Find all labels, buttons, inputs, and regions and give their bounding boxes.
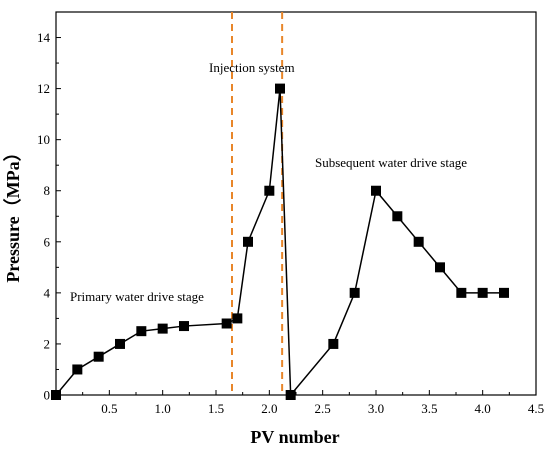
y-axis-title: Pressure（MPa） [3,143,23,282]
data-point-marker [435,262,445,273]
data-point-marker [136,326,147,337]
data-point-marker [51,390,61,400]
data-point-marker [285,390,296,400]
y-tick-label: 12 [37,81,50,96]
data-point-marker [477,287,488,298]
data-point-marker [264,185,275,196]
data-point-marker [456,287,467,298]
x-tick-label: 4.5 [528,401,544,416]
data-point-marker [328,338,339,349]
x-tick-label: 2.0 [261,401,277,416]
x-tick-label: 4.0 [475,401,491,416]
data-point-marker [243,236,253,247]
data-point-marker [115,338,125,349]
data-point-marker [221,318,232,329]
y-tick-label: 0 [44,388,51,403]
y-tick-label: 14 [37,30,51,45]
x-tick-label: 3.0 [368,401,384,416]
data-point-marker [157,323,168,334]
x-tick-label: 1.0 [155,401,171,416]
annotation-primary-water-drive: Primary water drive stage [70,289,204,304]
y-tick-label: 8 [44,183,51,198]
data-point-marker [93,351,104,362]
x-tick-label: 1.5 [208,401,224,416]
y-tick-label: 2 [44,336,51,351]
data-point-marker [413,236,424,247]
data-point-marker [232,313,243,324]
y-tick-label: 4 [44,285,51,300]
series-line [55,88,504,397]
data-point-marker [499,287,509,298]
plot-frame [55,11,537,396]
annotation-subsequent-water-drive: Subsequent water drive stage [315,155,467,170]
x-axis-title: PV number [250,427,339,447]
data-point-marker [371,185,381,196]
data-point-marker [275,83,285,94]
data-point-marker [179,321,189,332]
annotation-injection-system: Injection system [209,60,295,75]
data-point-marker [392,211,403,222]
x-tick-label: 2.5 [315,401,331,416]
y-tick-label: 10 [37,132,50,147]
x-tick-label: 0.5 [101,401,117,416]
data-point-marker [72,364,83,375]
data-point-marker [349,287,360,298]
x-tick-label: 3.5 [421,401,437,416]
y-tick-label: 6 [44,234,51,249]
